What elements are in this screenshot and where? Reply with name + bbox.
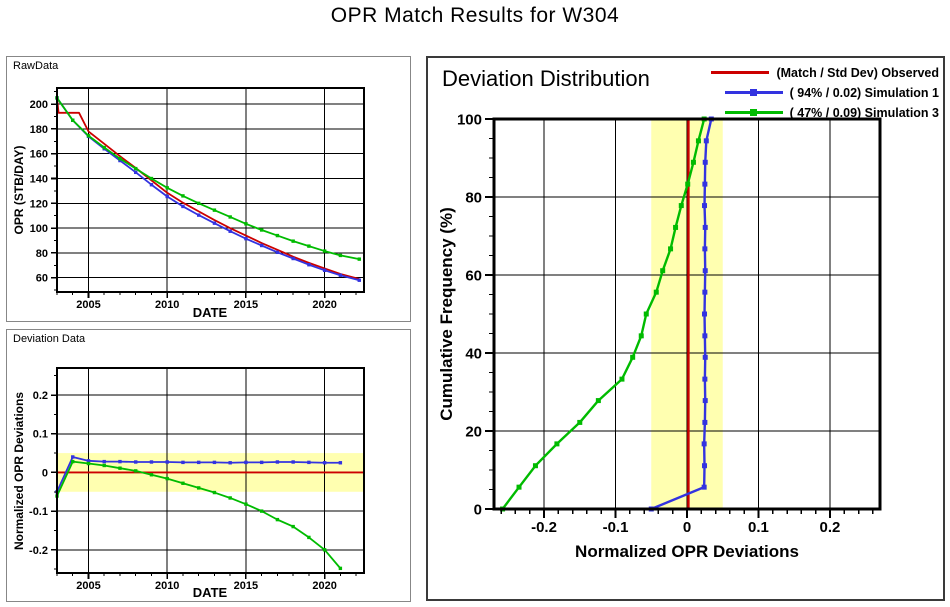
svg-text:0.2: 0.2 — [33, 390, 48, 402]
deviation-data-panel: 2005 2010 2015 2020 -0.2 -0.1 0 0.1 0.2 Deviatio… — [6, 329, 411, 602]
svg-text:2005: 2005 — [76, 299, 100, 311]
svg-text:2005: 2005 — [76, 580, 100, 592]
svg-text:0: 0 — [683, 519, 691, 536]
svg-text:-0.2: -0.2 — [531, 519, 557, 536]
svg-text:80: 80 — [36, 248, 48, 260]
svg-text:140: 140 — [30, 173, 48, 185]
svg-text:2010: 2010 — [155, 299, 179, 311]
legend-swatch-simulation-1 — [724, 86, 783, 100]
deviation-distribution-y-axis-title: Cumulative Frequency (%) — [437, 207, 456, 421]
svg-text:120: 120 — [30, 198, 48, 210]
deviation-distribution-x-axis-title: Normalized OPR Deviations — [575, 542, 799, 561]
legend-label-simulation-3: ( 47% / 0.09) Simulation 3 — [789, 106, 939, 120]
deviation-data-x-axis-title: DATE — [192, 585, 228, 600]
legend-swatch-simulation-3 — [724, 106, 783, 120]
svg-text:160: 160 — [30, 149, 48, 161]
svg-text:2010: 2010 — [155, 580, 179, 592]
svg-text:2020: 2020 — [312, 299, 336, 311]
svg-text:2015: 2015 — [234, 299, 258, 311]
deviation-data-chart-canvas: 2005 2010 2015 2020 -0.2 -0.1 0 0.1 0.2 — [29, 367, 365, 592]
svg-text:80: 80 — [465, 189, 482, 206]
svg-text:180: 180 — [30, 124, 48, 136]
rawdata-panel-label: RawData — [13, 60, 59, 72]
svg-text:-0.1: -0.1 — [603, 519, 629, 536]
svg-text:60: 60 — [36, 273, 48, 285]
svg-text:200: 200 — [30, 99, 48, 111]
svg-text:2020: 2020 — [312, 580, 336, 592]
legend-label-simulation-1: ( 94% / 0.02) Simulation 1 — [789, 86, 939, 100]
deviation-distribution-panel: -0.2 -0.1 0 0.1 0.2 0 20 40 60 80 100 Deviation Di… — [426, 56, 945, 601]
rawdata-y-axis-title: OPR (STB/DAY) — [12, 145, 26, 235]
legend-item-observed: (Match / Std Dev) Observed — [711, 63, 939, 83]
deviation-data-panel-label: Deviation Data — [13, 333, 86, 345]
svg-text:2015: 2015 — [234, 580, 258, 592]
legend-swatch-observed — [711, 66, 770, 80]
svg-text:0: 0 — [42, 467, 48, 479]
rawdata-chart-canvas: 2005 2010 2015 2020 60 80 100 120 140 160 180 200 — [30, 87, 365, 311]
legend-item-simulation-3: ( 47% / 0.09) Simulation 3 — [711, 103, 939, 123]
svg-text:40: 40 — [465, 345, 482, 362]
legend-item-simulation-1: ( 94% / 0.02) Simulation 1 — [711, 83, 939, 103]
rawdata-x-axis-title: DATE — [192, 305, 228, 320]
svg-text:-0.1: -0.1 — [29, 506, 48, 518]
deviation-data-y-axis-title: Normalized OPR Deviations — [12, 391, 26, 551]
deviation-distribution-title: Deviation Distribution — [442, 66, 650, 91]
svg-text:20: 20 — [465, 423, 482, 440]
svg-text:0.1: 0.1 — [33, 429, 48, 441]
svg-text:0.2: 0.2 — [820, 519, 841, 536]
deviation-distribution-chart-canvas: -0.2 -0.1 0 0.1 0.2 0 20 40 60 80 100 — [457, 111, 882, 536]
svg-text:100: 100 — [30, 223, 48, 235]
rawdata-panel: 2005 2010 2015 2020 60 80 100 120 140 160 180 200 R… — [6, 56, 411, 322]
legend-label-observed: (Match / Std Dev) Observed — [776, 66, 939, 80]
chart-legend: (Match / Std Dev) Observed ( 94% / 0.02)… — [711, 63, 939, 123]
svg-text:0.1: 0.1 — [748, 519, 769, 536]
svg-text:0: 0 — [474, 501, 482, 518]
svg-text:100: 100 — [457, 111, 482, 128]
svg-text:-0.2: -0.2 — [29, 545, 48, 557]
page-title: OPR Match Results for W304 — [330, 4, 620, 27]
svg-text:60: 60 — [465, 267, 482, 284]
